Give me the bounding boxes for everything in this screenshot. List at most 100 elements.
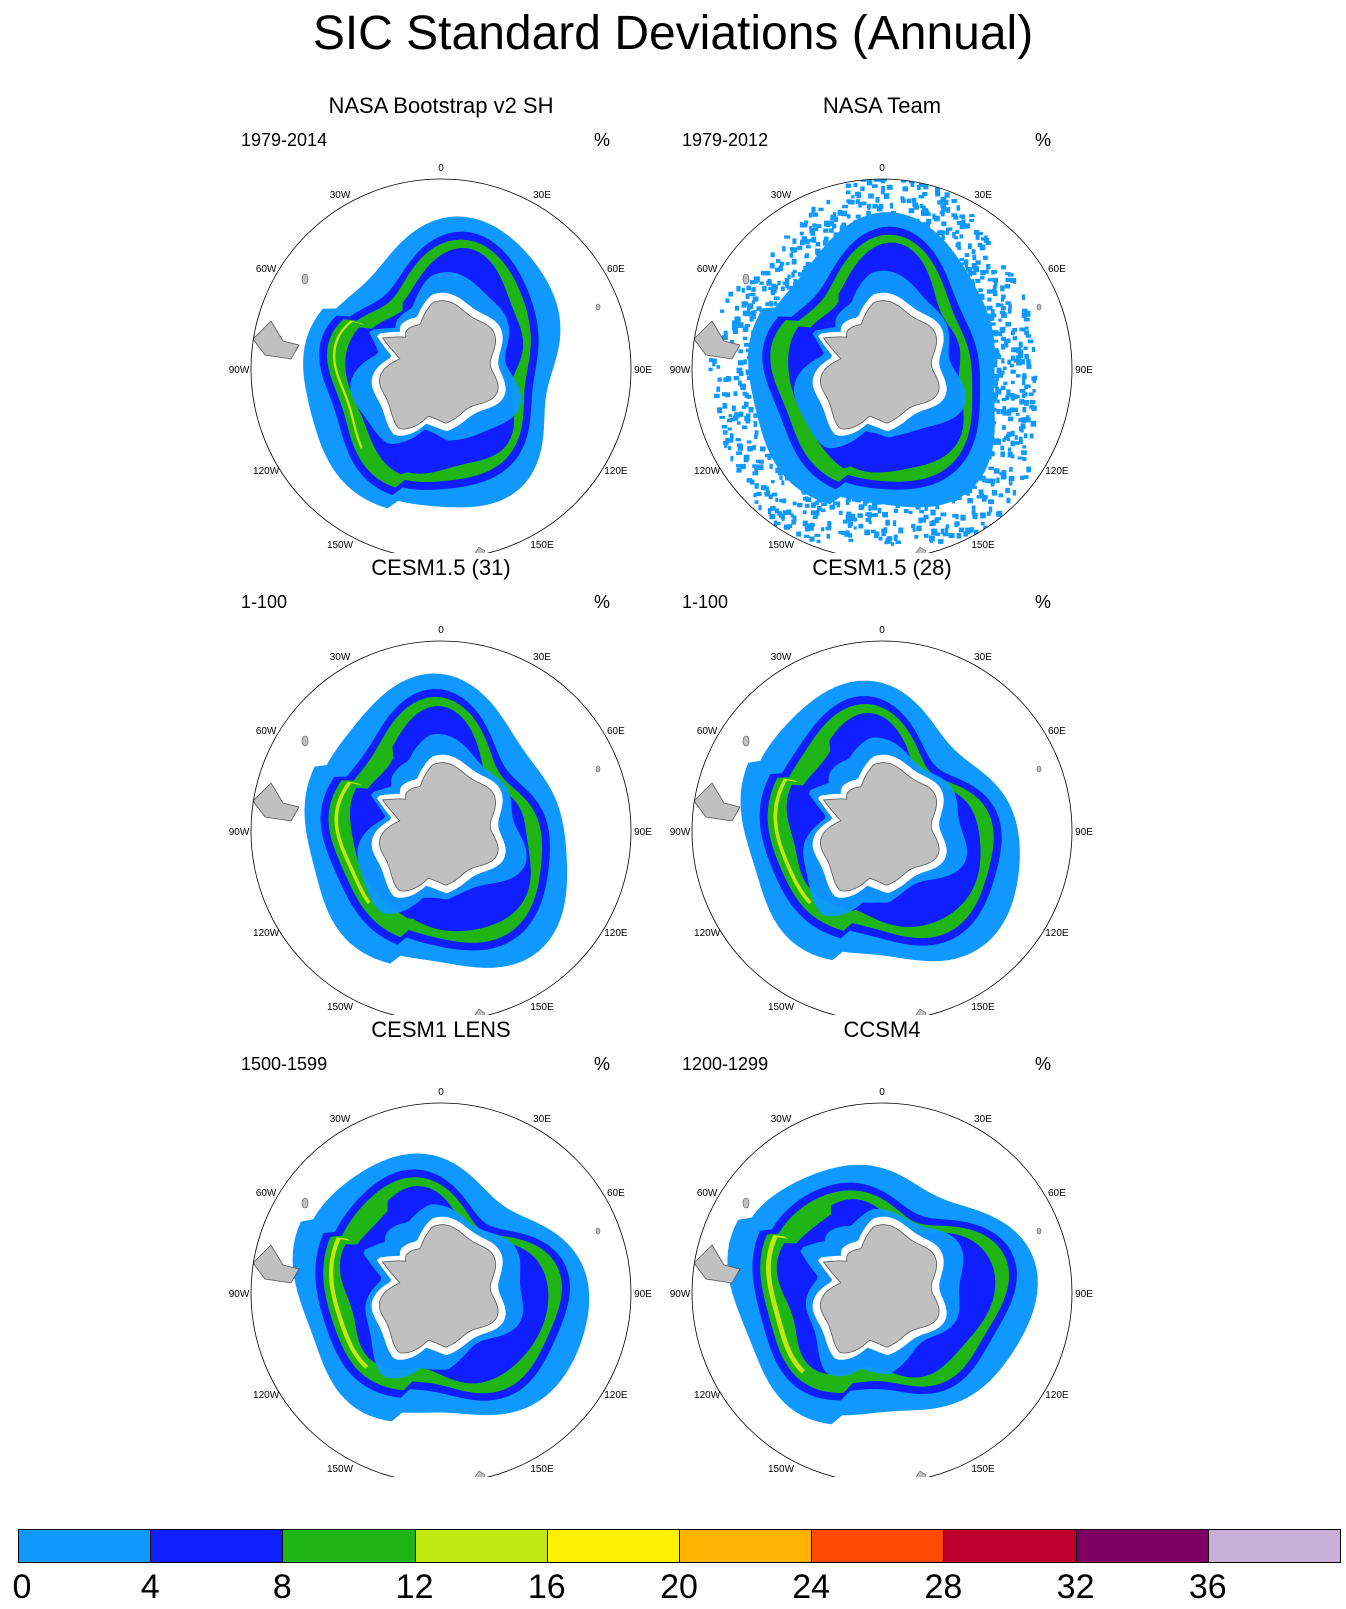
- ice-speckle: [1008, 304, 1012, 309]
- ice-speckle: [924, 221, 930, 228]
- ice-speckle: [808, 524, 814, 531]
- ice-speckle: [823, 236, 829, 243]
- ice-speckle: [789, 247, 794, 251]
- south-america-land: [693, 1244, 741, 1284]
- ice-speckle: [1000, 445, 1005, 451]
- ice-speckle: [1005, 301, 1011, 305]
- ice-speckle: [816, 509, 820, 516]
- ice-speckle: [973, 230, 980, 235]
- ice-speckle: [893, 536, 898, 542]
- ice-speckle: [769, 513, 776, 520]
- ice-speckle: [972, 265, 978, 269]
- ice-speckle: [805, 262, 811, 269]
- longitude-label: 90E: [1075, 365, 1093, 376]
- ice-speckle: [743, 342, 750, 347]
- ice-speckle: [900, 196, 905, 200]
- ice-speckle: [956, 205, 961, 211]
- ice-speckle: [773, 285, 779, 290]
- ice-speckle: [958, 527, 965, 533]
- ice-speckle: [972, 254, 977, 261]
- ice-speckle: [828, 220, 835, 227]
- ice-speckle: [1021, 417, 1027, 423]
- ice-speckle: [737, 360, 744, 366]
- ice-speckle: [956, 241, 961, 248]
- ice-speckle: [990, 481, 995, 487]
- panel-unit: %: [1035, 1054, 1052, 1074]
- ice-speckle: [1004, 436, 1008, 440]
- ice-speckle: [985, 269, 989, 274]
- ice-speckle: [931, 529, 937, 536]
- ice-speckle: [745, 413, 751, 419]
- ice-speckle: [991, 396, 998, 401]
- longitude-label: 150E: [971, 1002, 995, 1013]
- ice-speckle: [1024, 385, 1028, 390]
- ice-speckle: [712, 362, 716, 367]
- ice-speckle: [891, 542, 895, 546]
- ice-speckle: [760, 270, 765, 276]
- ice-speckle: [986, 305, 993, 311]
- ice-speckle: [775, 267, 780, 272]
- ice-speckle: [914, 535, 919, 539]
- map-contents: [252, 673, 601, 1015]
- ice-speckle: [846, 497, 851, 502]
- ice-speckle: [978, 288, 983, 293]
- ice-speckle: [965, 527, 971, 533]
- ice-speckle: [995, 354, 1002, 360]
- ice-speckle: [875, 196, 880, 203]
- ice-speckle: [1012, 336, 1018, 341]
- longitude-label: 150W: [327, 1002, 354, 1013]
- ice-speckle: [978, 489, 984, 495]
- ice-speckle: [818, 207, 824, 212]
- ice-speckle: [1001, 358, 1005, 364]
- ice-speckle: [1023, 317, 1030, 322]
- ice-speckle: [1024, 392, 1028, 397]
- ice-speckle: [979, 493, 985, 497]
- ice-speckle: [1012, 327, 1018, 332]
- polar-map: 030E60E90E120E150E180150W120W90W60W30W: [229, 1087, 652, 1477]
- ice-speckle: [872, 513, 878, 517]
- longitude-label: 150E: [530, 1464, 554, 1475]
- ice-speckle: [841, 222, 847, 229]
- ice-speckle: [1013, 358, 1017, 363]
- ice-speckle: [1022, 376, 1027, 380]
- map-panel-ccsm4: CCSM4 1200-1299 % 030E60E90E120E150E1801…: [652, 1017, 1112, 1477]
- ice-speckle: [808, 212, 813, 218]
- ice-speckle: [736, 451, 742, 455]
- ice-speckle: [883, 527, 888, 534]
- ice-speckle: [787, 524, 793, 529]
- ice-speckle: [924, 209, 929, 215]
- ice-speckle: [780, 286, 785, 292]
- ice-speckle: [965, 530, 971, 535]
- ice-speckle: [1031, 376, 1035, 381]
- ice-speckle: [1000, 297, 1004, 302]
- ice-speckle: [935, 532, 941, 537]
- ice-speckle: [749, 316, 754, 322]
- ice-speckle: [990, 309, 995, 315]
- ice-speckle: [827, 522, 832, 529]
- ice-speckle: [1019, 389, 1026, 393]
- ice-speckle: [868, 193, 874, 199]
- ice-speckle: [797, 245, 803, 250]
- ice-speckle: [765, 486, 769, 491]
- ice-speckle: [1022, 407, 1027, 413]
- ice-speckle: [765, 302, 770, 306]
- sic-band-12-16: [766, 1235, 805, 1374]
- ice-speckle: [923, 533, 929, 538]
- ice-speckle: [753, 413, 758, 418]
- map-panel-cesm15-31: CESM1.5 (31) 1-100 % 0 30E 60E 90E 120E 150E 1…: [211, 555, 671, 1015]
- ice-speckle: [803, 510, 807, 515]
- ice-speckle: [987, 297, 992, 302]
- ice-speckle: [813, 227, 819, 232]
- ice-speckle: [757, 464, 764, 471]
- ice-speckle: [811, 510, 817, 516]
- ice-speckle: [994, 282, 998, 287]
- ice-speckle: [1009, 407, 1014, 413]
- longitude-label: 30W: [330, 190, 351, 201]
- ice-speckle: [1003, 339, 1009, 343]
- ice-speckle: [1011, 330, 1015, 336]
- ice-speckle: [998, 493, 1004, 498]
- ice-speckle: [1033, 375, 1038, 381]
- island-land: [595, 765, 601, 773]
- ice-speckle: [1009, 467, 1013, 472]
- ice-speckle: [785, 262, 790, 266]
